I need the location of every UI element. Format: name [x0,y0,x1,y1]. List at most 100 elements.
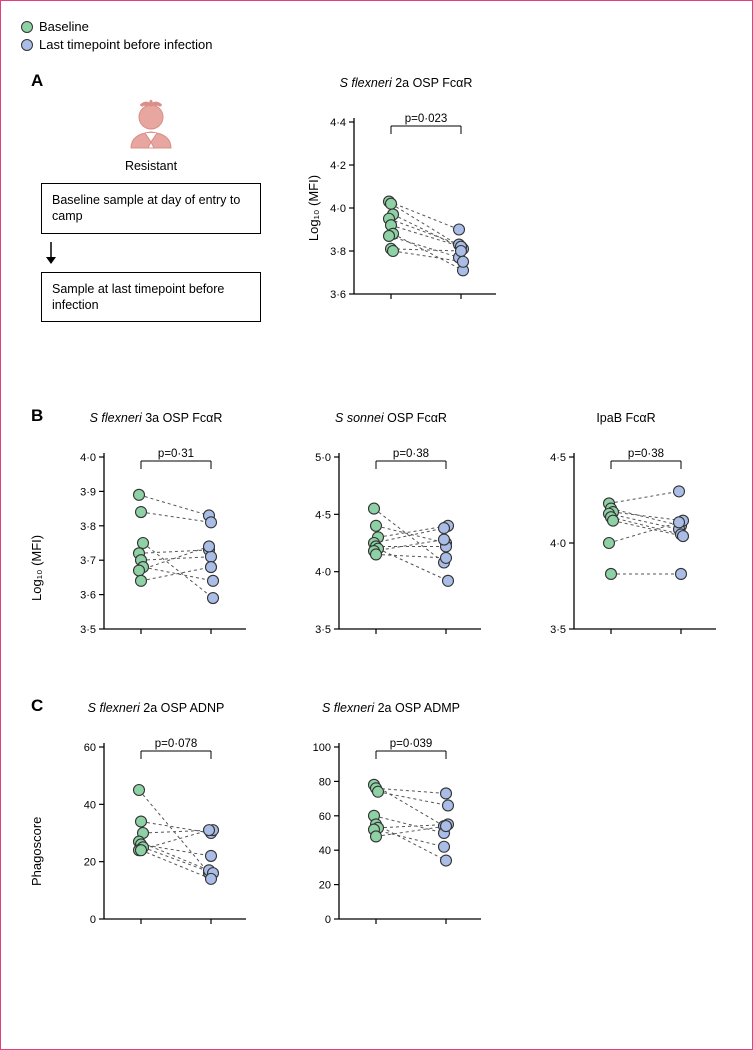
data-point-last [443,575,454,586]
data-point-last [206,873,217,884]
ytick-label: 20 [319,880,331,892]
ytick-label: 0 [325,914,331,926]
ytick-label: 5·0 [315,452,331,464]
data-point-baseline [136,816,147,827]
flow-box-2: Sample at last timepoint before infectio… [41,272,261,323]
ytick-label: 3·8 [80,521,96,533]
data-point-baseline [138,538,149,549]
data-point-last [676,568,687,579]
ytick-label: 4·4 [330,117,346,129]
chart-title: S flexneri 2a OSP FcαR [306,76,506,90]
legend-dot-baseline [21,21,33,33]
p-value-label: p=0·039 [390,738,433,750]
data-point-baseline [384,230,395,241]
chart-b1: S flexneri 3a OSP FcαR 3·5 3·6 3·7 3·8 3·9 4·0… [56,411,256,649]
ylabel: Log₁₀ (MFI) [306,175,321,241]
data-point-last [441,788,452,799]
data-point-baseline [371,520,382,531]
data-point-last [208,575,219,586]
ytick-label: 4·0 [80,452,96,464]
data-point-baseline [369,503,380,514]
p-value-label: p=0·38 [628,448,664,460]
ytick-label: 60 [84,742,96,754]
data-point-last [204,825,215,836]
data-point-baseline [604,538,615,549]
data-point-last [206,517,217,528]
data-point-baseline [136,845,147,856]
chart-a1: S flexneri 2a OSP FcαR 3·6 3·8 4·0 4·2 4·4 p=0… [306,76,506,314]
data-point-last [458,256,469,267]
data-point-last [206,562,217,573]
data-point-last [439,841,450,852]
ytick-label: 0 [90,914,96,926]
flow-box-1: Baseline sample at day of entry to camp [41,183,261,234]
data-point-baseline [606,568,617,579]
panel-label-c: C [31,696,43,716]
chart-title: S flexneri 2a OSP ADMP [291,701,491,715]
data-point-baseline [608,515,619,526]
flow-diagram: Resistant Baseline sample at day of entr… [41,96,261,322]
flow-arrow-icon [41,240,261,266]
ytick-label: 3·9 [80,486,96,498]
panel-label-a: A [31,71,43,91]
data-point-baseline [134,785,145,796]
legend-dot-last [21,39,33,51]
resistant-person-icon [121,96,181,156]
ytick-label: 40 [319,845,331,857]
data-point-baseline [134,489,145,500]
ytick-label: 3·8 [330,246,346,258]
ytick-label: 3·5 [80,624,96,636]
data-point-last [208,593,219,604]
data-point-last [441,821,452,832]
chart-c2: S flexneri 2a OSP ADMP 0 20 40 60 80 100 p=0·03… [291,701,491,939]
ytick-label: 4·0 [315,567,331,579]
ylabel-c: Phagoscore [29,817,44,886]
chart-title: S flexneri 3a OSP FcαR [56,411,256,425]
flow-caption: Resistant [41,159,261,173]
data-point-last [204,541,215,552]
ytick-label: 4·0 [330,203,346,215]
data-point-baseline [386,198,397,209]
data-point-baseline [136,507,147,518]
data-point-last [206,551,217,562]
ytick-label: 4·0 [550,538,566,550]
ytick-label: 20 [84,857,96,869]
data-point-last [443,800,454,811]
ytick-label: 100 [313,742,331,754]
chart-b2: S sonnei OSP FcαR3·54·04·55·0p=0·38 [291,411,491,649]
ytick-label: 3·6 [330,289,346,301]
ytick-label: 3·7 [80,555,96,567]
chart-title: S flexneri 2a OSP ADNP [56,701,256,715]
legend-item-last: Last timepoint before infection [21,37,732,52]
figure-container: Baseline Last timepoint before infection… [0,0,753,1050]
data-point-last [441,855,452,866]
data-point-last [674,517,685,528]
chart-b3: IpaB FcαR 3·5 4·0 4·5 p=0·38 [526,411,726,649]
chart-c1: S flexneri 2a OSP ADNP0204060p=0·078 [56,701,256,939]
ylabel-b: Log₁₀ (MFI) [29,535,44,601]
chart-title: S sonnei OSP FcαR [291,411,491,425]
ytick-label: 3·6 [80,590,96,602]
legend-label-last: Last timepoint before infection [39,37,212,52]
data-point-last [439,534,450,545]
data-point-baseline [134,565,145,576]
data-point-last [454,224,465,235]
p-value-label: p=0·31 [158,448,194,460]
ytick-label: 60 [319,811,331,823]
legend-item-baseline: Baseline [21,19,732,34]
data-point-baseline [371,549,382,560]
ytick-label: 4·5 [550,452,566,464]
data-point-baseline [388,246,399,257]
data-point-last [206,850,217,861]
data-point-last [674,486,685,497]
ytick-label: 4·2 [330,160,346,172]
ytick-label: 80 [319,776,331,788]
ytick-label: 3·5 [315,624,331,636]
ytick-label: 3·5 [550,624,566,636]
ytick-label: 4·5 [315,509,331,521]
data-point-last [456,246,467,257]
chart-title: IpaB FcαR [526,411,726,425]
ytick-label: 40 [84,799,96,811]
p-value-label: p=0·023 [405,113,448,125]
legend: Baseline Last timepoint before infection [21,19,732,52]
